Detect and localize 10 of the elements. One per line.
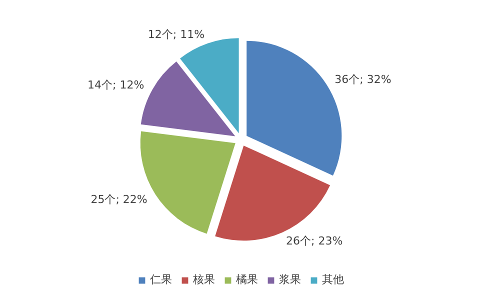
legend-label: 浆果 <box>279 272 301 287</box>
legend-label: 核果 <box>193 272 215 287</box>
data-label: 26个; 23% <box>286 234 343 248</box>
data-label: 36个; 32% <box>334 73 392 86</box>
data-label: 25个; 22% <box>90 192 148 206</box>
data-label: 12个; 11% <box>148 28 205 41</box>
legend-label: 其他 <box>322 272 344 287</box>
legend-label: 仁果 <box>150 272 172 287</box>
legend-label: 橘果 <box>236 272 258 287</box>
data-label: 14个; 12% <box>88 78 144 92</box>
